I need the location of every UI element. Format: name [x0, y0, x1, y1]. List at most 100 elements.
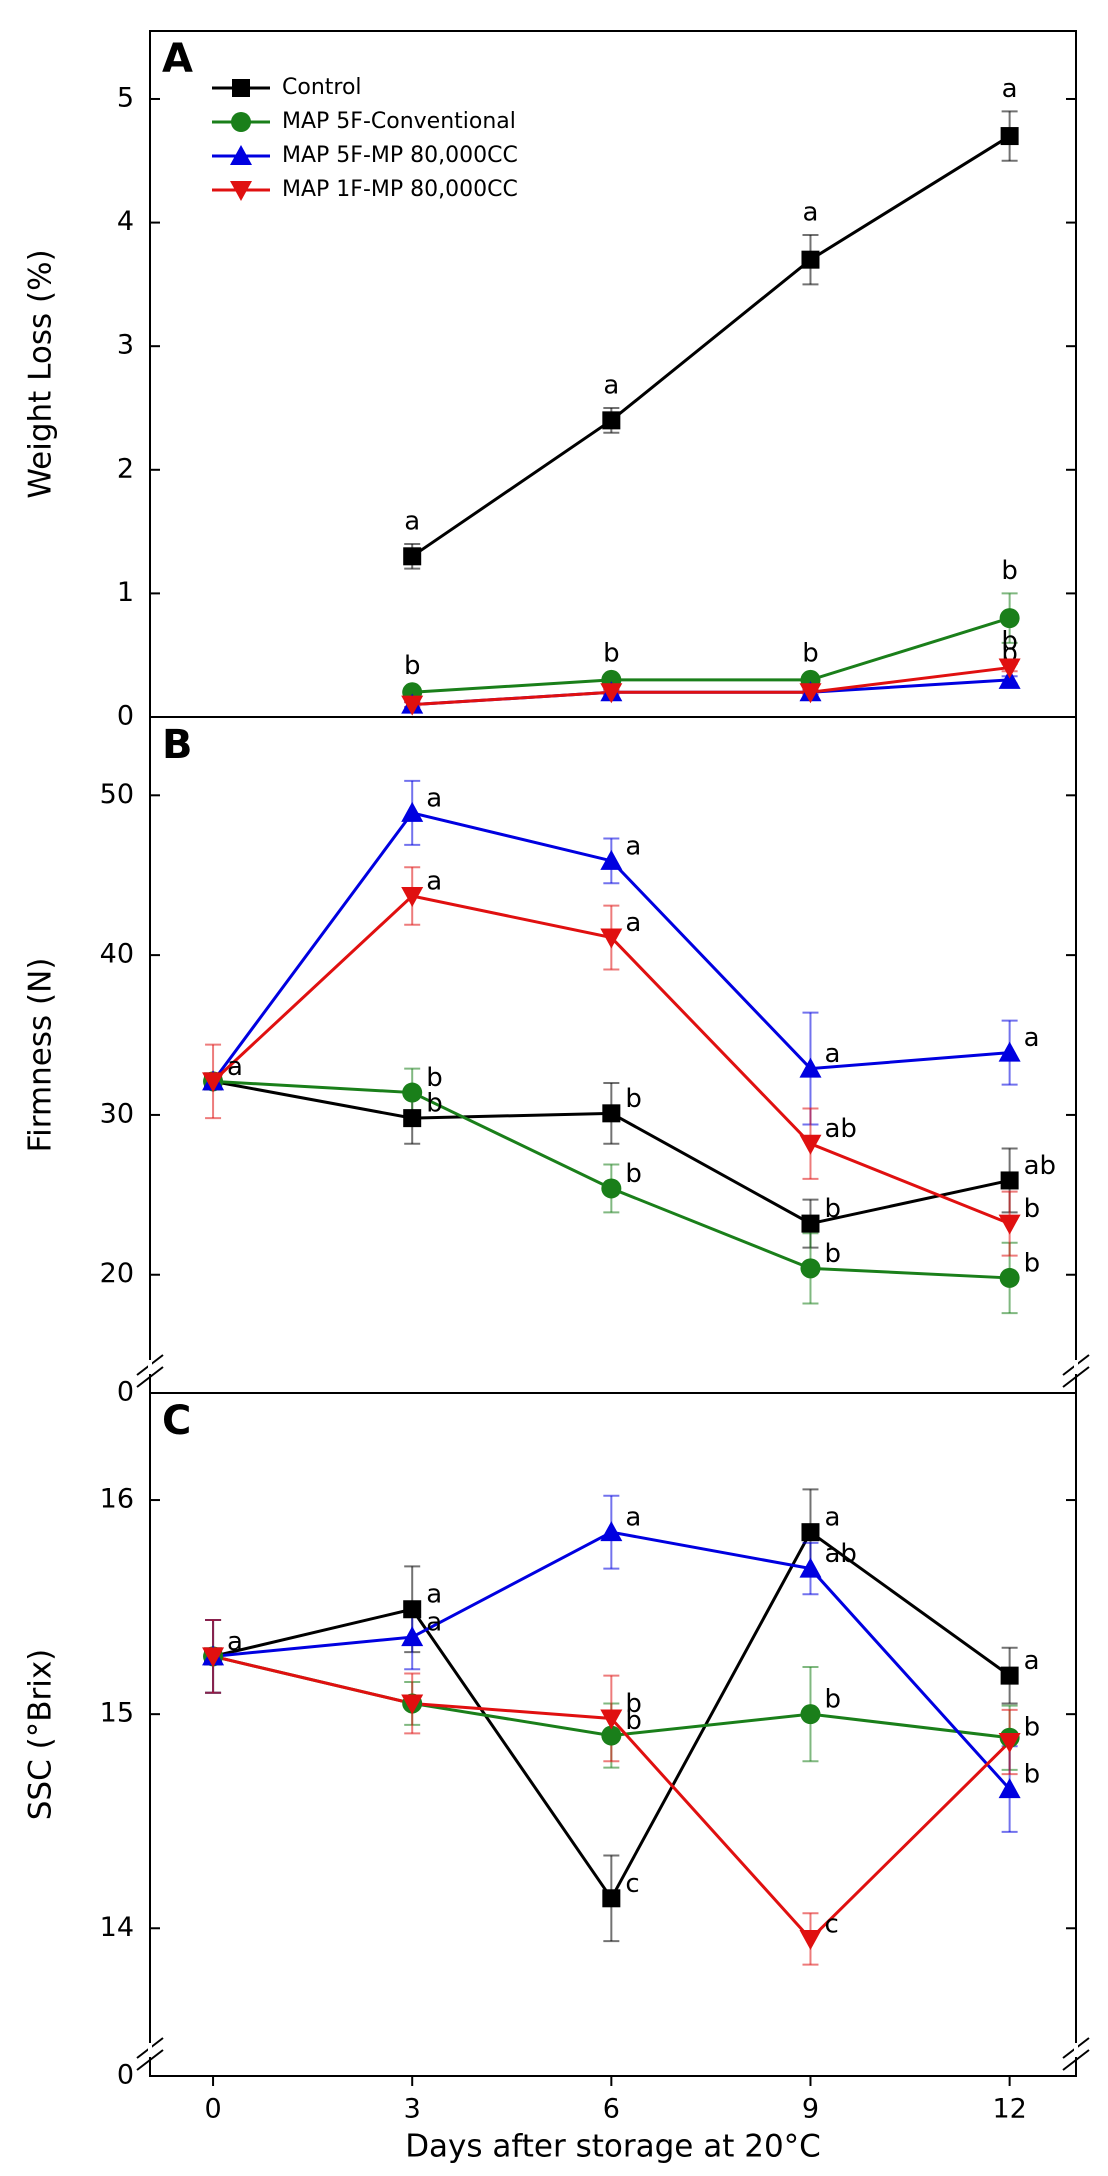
- panel-label: C: [162, 1398, 191, 1444]
- significance-letter: b: [1001, 626, 1018, 656]
- significance-letter: b: [603, 639, 620, 669]
- significance-letter: a: [227, 1627, 243, 1657]
- legend-label: MAP 5F-MP 80,000CC: [282, 143, 518, 168]
- significance-letter: b: [824, 1685, 841, 1715]
- significance-letter: b: [1001, 556, 1018, 586]
- y-tick-label: 3: [117, 330, 134, 361]
- significance-letter: a: [1024, 1023, 1040, 1053]
- marker: [1000, 1666, 1019, 1685]
- legend-marker: [232, 79, 250, 97]
- marker: [801, 250, 820, 269]
- series-line: [412, 666, 1010, 707]
- y-tick-label: 5: [117, 82, 134, 113]
- marker: [998, 1041, 1021, 1062]
- y-tick-label: 30: [100, 1098, 134, 1129]
- marker: [602, 1889, 621, 1908]
- marker: [401, 886, 424, 907]
- marker: [601, 1178, 622, 1199]
- legend-label: MAP 5F-Conventional: [282, 109, 516, 134]
- significance-letter: b: [802, 639, 819, 669]
- marker: [800, 1258, 821, 1279]
- significance-letter: a: [426, 1580, 442, 1610]
- marker: [801, 1523, 820, 1542]
- marker: [602, 1104, 621, 1123]
- plot-frame: [149, 1392, 1077, 2077]
- legend-label: Control: [282, 75, 362, 100]
- significance-letter: a: [227, 1052, 243, 1082]
- axis-break-label: 0: [117, 1377, 134, 1408]
- significance-letter: b: [1024, 1194, 1041, 1224]
- significance-letter: a: [824, 1039, 840, 1069]
- x-axis-label: Days after storage at 20°C: [405, 2129, 821, 2165]
- significance-letter: b: [625, 1084, 642, 1114]
- x-tick-label: 9: [802, 2094, 819, 2125]
- significance-letter: a: [1024, 1646, 1040, 1676]
- marker: [799, 1557, 822, 1578]
- y-tick-label: 14: [100, 1912, 134, 1943]
- y-tick-label: 15: [100, 1698, 134, 1729]
- marker: [401, 801, 424, 822]
- marker: [800, 1704, 821, 1725]
- x-tick-label: 3: [404, 2094, 421, 2125]
- marker: [600, 683, 623, 704]
- marker: [998, 1214, 1021, 1235]
- marker: [799, 1057, 822, 1078]
- axis-break: [1062, 2049, 1090, 2071]
- significance-letter: a: [803, 197, 819, 227]
- significance-letter: b: [404, 651, 421, 681]
- marker: [799, 683, 822, 704]
- y-axis-label: Firmness (N): [23, 958, 59, 1153]
- significance-letter: b: [1024, 1712, 1041, 1742]
- significance-letter: a: [426, 783, 442, 813]
- marker: [998, 1778, 1021, 1799]
- marker: [600, 1521, 623, 1542]
- y-tick-label: 50: [100, 779, 134, 810]
- marker: [799, 1134, 822, 1155]
- marker: [401, 1694, 424, 1715]
- marker: [401, 1626, 424, 1647]
- y-axis-label: SSC (°Brix): [23, 1649, 59, 1821]
- panel-label: B: [162, 722, 193, 768]
- marker: [999, 608, 1020, 629]
- axis-break: [136, 1366, 164, 1388]
- significance-letter: a: [426, 866, 442, 896]
- marker: [202, 1072, 225, 1093]
- significance-letter: b: [1024, 1760, 1041, 1790]
- y-tick-label: 1: [117, 577, 134, 608]
- y-tick-label: 0: [117, 701, 134, 732]
- significance-letter: ab: [824, 1114, 856, 1144]
- marker: [403, 547, 422, 566]
- marker: [600, 928, 623, 949]
- legend-label: MAP 1F-MP 80,000CC: [282, 177, 518, 202]
- significance-letter: b: [426, 1063, 443, 1093]
- y-tick-label: 40: [100, 939, 134, 970]
- marker: [600, 849, 623, 870]
- significance-letter: b: [1024, 1248, 1041, 1278]
- marker: [799, 1929, 822, 1950]
- significance-letter: b: [824, 1194, 841, 1224]
- significance-letter: b: [625, 1159, 642, 1189]
- series-line: [411, 134, 1011, 558]
- marker: [403, 1600, 422, 1619]
- significance-letter: a: [426, 1608, 442, 1638]
- significance-letter: b: [625, 1706, 642, 1736]
- significance-letter: a: [1002, 74, 1018, 104]
- plot-frame: [149, 716, 1077, 1394]
- marker: [1000, 127, 1019, 146]
- legend-marker: [230, 145, 252, 165]
- significance-letter: b: [824, 1239, 841, 1269]
- significance-letter: b: [625, 1689, 642, 1719]
- significance-letter: a: [625, 1503, 641, 1533]
- significance-letter: a: [625, 831, 641, 861]
- marker: [401, 695, 424, 716]
- marker: [998, 668, 1021, 689]
- marker: [1000, 1171, 1019, 1190]
- x-tick-label: 0: [204, 2094, 221, 2125]
- axis-break: [1062, 1366, 1090, 1388]
- marker: [998, 1732, 1021, 1753]
- marker: [600, 1709, 623, 1730]
- marker: [402, 1082, 423, 1103]
- significance-letter: c: [824, 1909, 838, 1939]
- marker: [601, 1725, 622, 1746]
- y-tick-label: 4: [117, 206, 134, 237]
